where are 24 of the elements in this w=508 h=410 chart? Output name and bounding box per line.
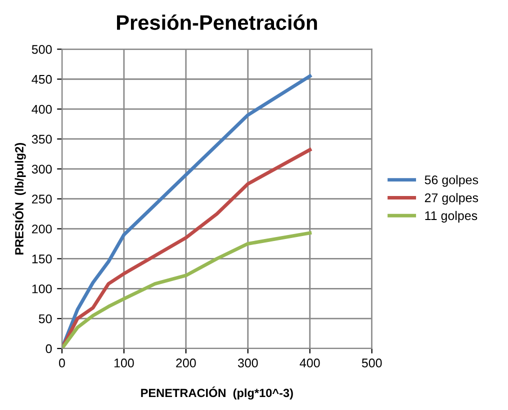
y-tick-label: 300 <box>32 164 52 174</box>
y-axis-title: PRESIÓN (lb/pulg2) <box>12 143 26 254</box>
x-tick-label: 500 <box>362 358 382 368</box>
x-tick-label: 0 <box>58 358 65 368</box>
x-tick-label: 300 <box>238 358 258 368</box>
x-tick-label: 400 <box>300 358 320 368</box>
legend-label: 27 golpes <box>424 193 478 205</box>
x-axis-title: PENETRACIÓN (plg*10^-3) <box>141 386 293 400</box>
line-series <box>62 231 312 348</box>
y-tick-label: 200 <box>32 224 52 234</box>
y-tick-label: 500 <box>32 45 52 54</box>
legend-label: 11 golpes <box>425 210 478 223</box>
y-tick-label: 150 <box>32 254 52 264</box>
y-tick-label: 400 <box>32 104 52 114</box>
y-tick-label: 250 <box>32 194 52 204</box>
x-tick-label: 200 <box>176 358 196 368</box>
y-tick-label: 450 <box>32 74 52 84</box>
y-tick-label: 350 <box>32 134 52 144</box>
y-tick-label: 0 <box>46 344 52 354</box>
y-tick-label: 100 <box>32 284 52 294</box>
x-tick-label: 100 <box>114 358 134 368</box>
y-tick-label: 50 <box>38 314 52 324</box>
chart-title: Presión-Penetración <box>117 14 317 30</box>
legend-label: 56 golpes <box>424 175 478 187</box>
